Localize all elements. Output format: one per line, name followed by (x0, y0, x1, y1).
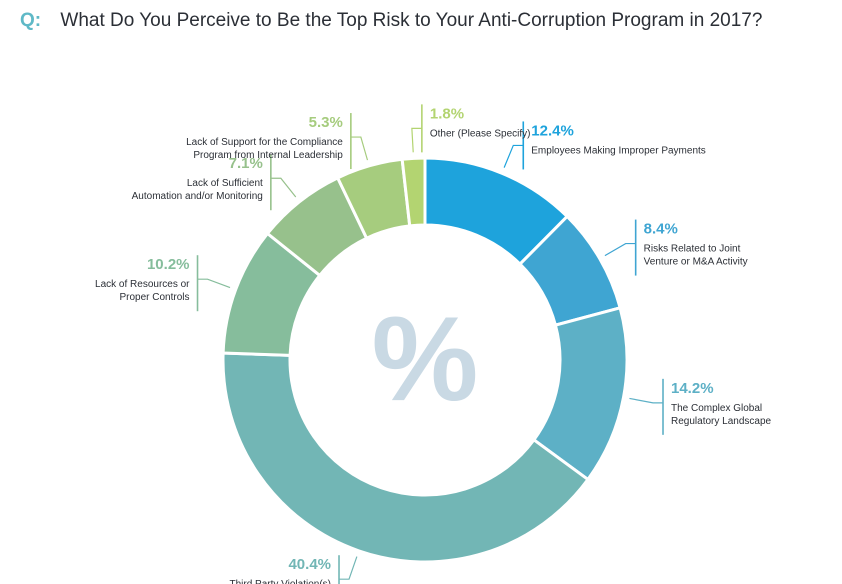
leader-third-party-violation-s (339, 556, 358, 580)
slice-third-party-violation-s (221, 351, 590, 564)
pct-label-lack-of-sufficient-automation-and-or-monitoring: 7.1% (229, 155, 263, 172)
leader-lines (196, 104, 664, 584)
donut-slices (221, 156, 629, 564)
category-label-risks-related-to-joint-venture-or-m-a-activity: Venture or M&A Activity (644, 257, 748, 268)
percent-symbol: % (372, 292, 479, 426)
leader-the-complex-global-regulatory-landscape (629, 397, 664, 404)
category-label-lack-of-sufficient-automation-and-or-monitoring: Automation and/or Monitoring (132, 191, 263, 202)
question-header: Q: What Do You Perceive to Be the Top Ri… (20, 10, 762, 32)
pct-label-employees-making-improper-payments: 12.4% (531, 122, 574, 139)
question-text: What Do You Perceive to Be the Top Risk … (60, 10, 763, 31)
leader-lack-of-resources-or-proper-controls (197, 278, 231, 289)
category-label-risks-related-to-joint-venture-or-m-a-activity: Risks Related to Joint (644, 244, 741, 255)
leader-lack-of-support-for-the-compliance-program-from-internal-leadership (350, 136, 369, 161)
category-label-lack-of-resources-or-proper-controls: Lack of Resources or (95, 279, 190, 290)
category-label-other-please-specify: Other (Please Specify) (430, 128, 531, 139)
leader-risks-related-to-joint-venture-or-m-a-activity (604, 242, 636, 257)
question-prefix: Q: (20, 10, 42, 31)
category-label-lack-of-support-for-the-compliance-program-from-internal-leadership: Program from Internal Leadership (193, 150, 343, 161)
slice-labels: 12.4% Employees Making Improper Payments 8… (95, 105, 771, 584)
leader-employees-making-improper-payments (503, 144, 524, 168)
category-label-employees-making-improper-payments: Employees Making Improper Payments (531, 145, 706, 156)
pct-label-other-please-specify: 1.8% (430, 105, 464, 122)
slice-other-please-specify (400, 156, 427, 228)
leader-lack-of-sufficient-automation-and-or-monitoring (270, 177, 297, 198)
leader-other-please-specify (411, 127, 422, 153)
category-label-lack-of-sufficient-automation-and-or-monitoring: Lack of Sufficient (187, 178, 263, 189)
pct-label-the-complex-global-regulatory-landscape: 14.2% (671, 380, 714, 397)
category-label-lack-of-resources-or-proper-controls: Proper Controls (119, 292, 189, 303)
category-label-lack-of-support-for-the-compliance-program-from-internal-leadership: Lack of Support for the Compliance (186, 137, 343, 148)
category-label-third-party-violation-s: Third Party Violation(s) (229, 579, 331, 584)
pct-label-lack-of-support-for-the-compliance-program-from-internal-leadership: 5.3% (309, 114, 343, 131)
pct-label-third-party-violation-s: 40.4% (288, 556, 331, 573)
pct-label-lack-of-resources-or-proper-controls: 10.2% (147, 256, 190, 273)
category-label-the-complex-global-regulatory-landscape: Regulatory Landscape (671, 416, 772, 427)
category-label-the-complex-global-regulatory-landscape: The Complex Global (671, 403, 762, 414)
pct-label-risks-related-to-joint-venture-or-m-a-activity: 8.4% (644, 221, 678, 238)
